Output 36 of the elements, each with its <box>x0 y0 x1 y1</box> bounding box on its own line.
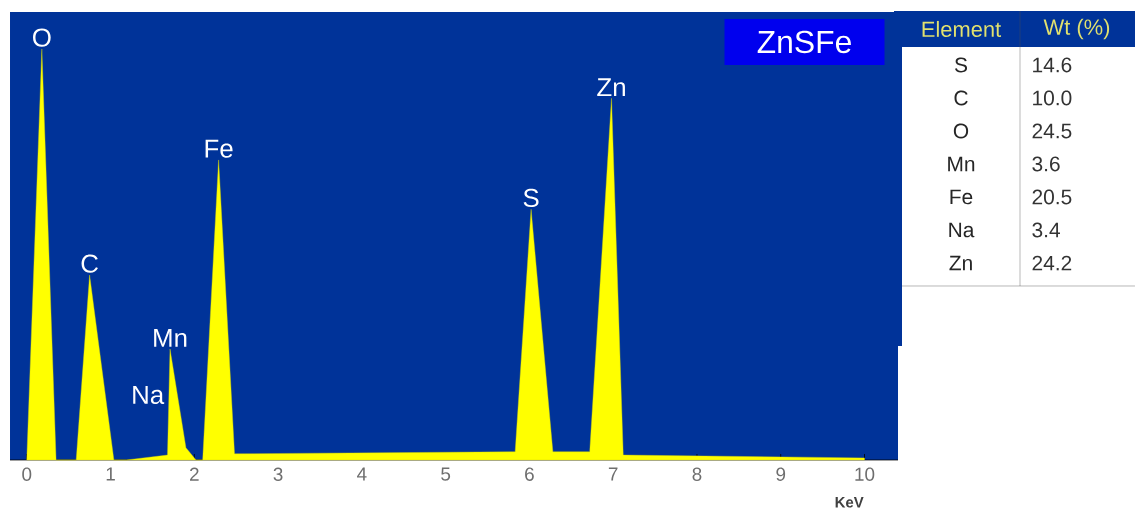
text: Element <box>922 20 1002 38</box>
text: Wt (%) <box>1043 18 1110 40</box>
category-label: C <box>954 90 968 106</box>
x-tick-label: 1 <box>106 467 115 481</box>
category-label: S <box>954 57 968 73</box>
x-tick-label: 3 <box>273 467 283 481</box>
x-tick-label: 6 <box>525 467 534 481</box>
annotation: S <box>523 188 539 208</box>
text: 3.4 <box>1032 222 1060 238</box>
text: 24.5 <box>1032 123 1072 139</box>
annotation: C <box>81 254 98 273</box>
annotation: Mn <box>154 328 187 347</box>
text: 20.5 <box>1032 189 1072 205</box>
text: 3.6 <box>1032 156 1060 172</box>
x-axis-title: KeV <box>835 497 864 508</box>
category-label: Fe <box>950 189 973 205</box>
x-tick-label: 9 <box>776 467 786 481</box>
category-label: Zn <box>949 255 972 271</box>
x-tick-label: 2 <box>190 467 199 481</box>
text: 10.0 <box>1033 90 1072 106</box>
category-label: Na <box>949 222 975 238</box>
annotation: Zn <box>597 78 625 97</box>
category-label: O <box>953 123 969 139</box>
x-tick-label: 7 <box>608 467 618 481</box>
x-tick-label: 4 <box>357 467 367 481</box>
x-tick-label: 0 <box>22 467 32 481</box>
annotation: O <box>33 28 51 47</box>
text: 14.6 <box>1033 57 1072 73</box>
chart-title: ZnSFe <box>757 30 851 54</box>
category-label: Mn <box>948 156 975 172</box>
annotation: Na <box>133 385 165 405</box>
x-tick-label: 5 <box>441 467 451 481</box>
annotation: Fe <box>205 139 233 158</box>
x-tick-label: 8 <box>692 467 702 481</box>
text: 24.2 <box>1032 255 1072 271</box>
x-tick-label: 10 <box>855 467 875 481</box>
